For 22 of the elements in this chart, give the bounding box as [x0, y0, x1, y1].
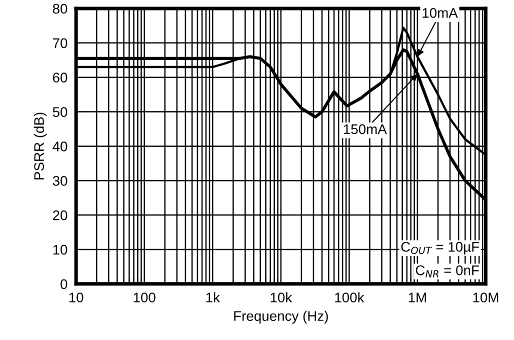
annotation: C$_{OUT}$ = 10µF	[401, 242, 480, 255]
x-tick-label: 1k	[206, 292, 220, 302]
y-tick-label: 0	[60, 279, 68, 290]
x-tick-label: 10k	[270, 292, 292, 302]
series-label: 150mA	[344, 124, 387, 134]
x-tick-label: 100k	[335, 292, 364, 302]
y-axis-title: PSRR (dB)	[34, 112, 47, 180]
y-tick-label: 60	[52, 72, 68, 83]
x-tick-label: 10M	[473, 292, 498, 302]
x-tick-label: 1M	[408, 292, 426, 302]
y-tick-label: 50	[52, 107, 68, 117]
y-tick-label: 40	[52, 142, 68, 152]
y-tick-label: 10	[53, 244, 68, 255]
x-axis-title: Frequency (Hz)	[234, 310, 328, 324]
y-tick-label: 20	[52, 210, 68, 220]
y-tick-label: 30	[52, 176, 68, 186]
series-label: 10mA	[422, 8, 458, 18]
annotation: C$_{NR}$ = 0nF	[416, 265, 479, 278]
x-tick-label: 100	[134, 292, 156, 302]
y-tick-label: 80	[52, 4, 68, 14]
y-tick-label: 70	[53, 38, 68, 48]
x-tick-label: 10	[69, 292, 84, 302]
